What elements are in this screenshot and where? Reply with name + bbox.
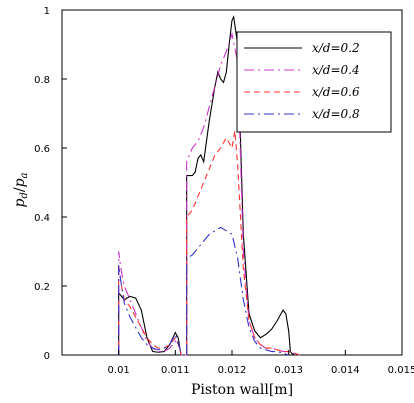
x-tick-label: 0.015 — [388, 365, 414, 376]
series-group — [118, 15, 301, 356]
legend-box — [236, 31, 392, 133]
x-tick-label: 0.014 — [331, 365, 360, 376]
y-tick-label: 0 — [44, 351, 50, 362]
y-tick-label: 0.2 — [34, 282, 50, 293]
y-axis-ticks: 0 0.2 0.4 0.6 0.8 1 — [34, 6, 67, 362]
x-axis-title: Piston wall[m] — [191, 382, 293, 398]
legend-label-2: x/d=0.4 — [312, 63, 360, 77]
y-tick-label: 0.4 — [34, 213, 50, 224]
plot-area: 0.01 0.011 0.012 0.013 0.014 0.015 0 0.2 0.4 0.6… — [34, 6, 414, 376]
legend-label-4: x/d=0.8 — [312, 107, 360, 121]
y-tick-label: 1 — [44, 6, 50, 17]
legend-label-3: x/d=0.6 — [312, 85, 360, 99]
legend: x/d=0.2 x/d=0.4 x/d=0.6 x/d=0.8 — [236, 31, 392, 133]
x-tick-label: 0.011 — [161, 365, 190, 376]
x-tick-label: 0.012 — [218, 365, 247, 376]
y-axis-title: pd/pa — [12, 172, 30, 207]
x-axis-ticks: 0.01 0.011 0.012 0.013 0.014 0.015 — [108, 350, 414, 376]
y-tick-label: 0.8 — [34, 75, 50, 86]
y-tick-label: 0.6 — [34, 144, 50, 155]
x-tick-label: 0.01 — [108, 365, 130, 376]
legend-label-1: x/d=0.2 — [312, 41, 360, 55]
x-tick-label: 0.013 — [274, 365, 303, 376]
series-line-4 — [118, 226, 289, 356]
legend-items: x/d=0.2 x/d=0.4 x/d=0.6 x/d=0.8 — [244, 41, 360, 121]
